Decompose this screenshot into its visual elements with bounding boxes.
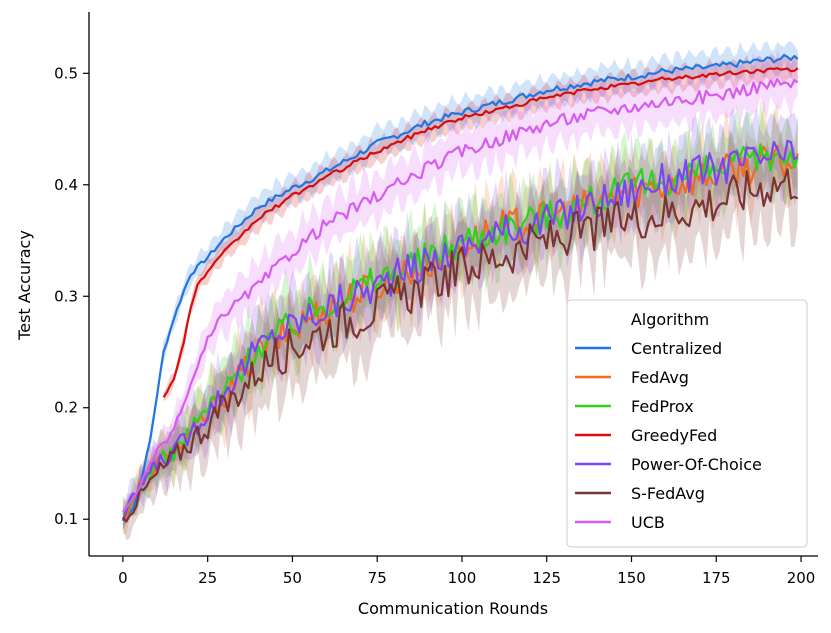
series-line-power-of-choice: [121, 139, 799, 522]
legend-entry: Power-Of-Choice: [631, 455, 762, 474]
x-tick-label: 0: [118, 569, 128, 587]
legend-entry: FedProx: [631, 397, 694, 416]
y-tick-label: 0.3: [54, 287, 78, 305]
x-tick-label: 150: [617, 569, 646, 587]
y-ticks: 0.1 0.2 0.3 0.4 0.5: [54, 64, 89, 528]
band-greedyfed: [163, 52, 798, 402]
series-line-centralized: [122, 53, 799, 520]
y-tick-label: 0.5: [54, 64, 78, 82]
legend: Algorithm Centralized FedAvg FedProx GreedyF…: [566, 299, 808, 548]
y-tick-label: 0.1: [54, 510, 78, 528]
legend-entry: Centralized: [631, 339, 722, 358]
confidence-bands: [122, 41, 798, 541]
legend-entry: FedAvg: [631, 368, 689, 387]
x-tick-label: 50: [283, 569, 302, 587]
x-tick-label: 100: [448, 569, 477, 587]
x-tick-label: 75: [368, 569, 387, 587]
x-tick-label: 200: [787, 569, 816, 587]
x-tick-label: 25: [198, 569, 217, 587]
series-line-s-fedavg: [122, 168, 799, 523]
series-line-fedprox: [122, 143, 799, 515]
series-line-greedyfed: [162, 67, 799, 398]
legend-title: Algorithm: [631, 310, 709, 329]
band-s-fedavg: [122, 128, 798, 541]
x-tick-label: 175: [702, 569, 731, 587]
x-axis-label: Communication Rounds: [358, 599, 548, 618]
x-ticks: 0 25 50 75 100 125 150 175 200: [118, 556, 815, 587]
legend-entry: S-FedAvg: [631, 484, 705, 503]
legend-entry: UCB: [631, 513, 665, 532]
band-power-of-choice: [122, 107, 798, 530]
axes: [88, 12, 818, 557]
y-tick-label: 0.4: [54, 176, 78, 194]
band-fedavg: [122, 100, 798, 535]
y-axis-label: Test Accuracy: [15, 230, 34, 341]
band-ucb: [122, 48, 798, 521]
legend-entry: GreedyFed: [631, 426, 717, 445]
x-tick-label: 125: [532, 569, 561, 587]
legend-frame: [566, 299, 808, 548]
band-fedprox: [122, 98, 798, 533]
series-lines: [121, 53, 799, 523]
y-tick-label: 0.2: [54, 399, 78, 417]
series-line-ucb: [122, 77, 799, 513]
